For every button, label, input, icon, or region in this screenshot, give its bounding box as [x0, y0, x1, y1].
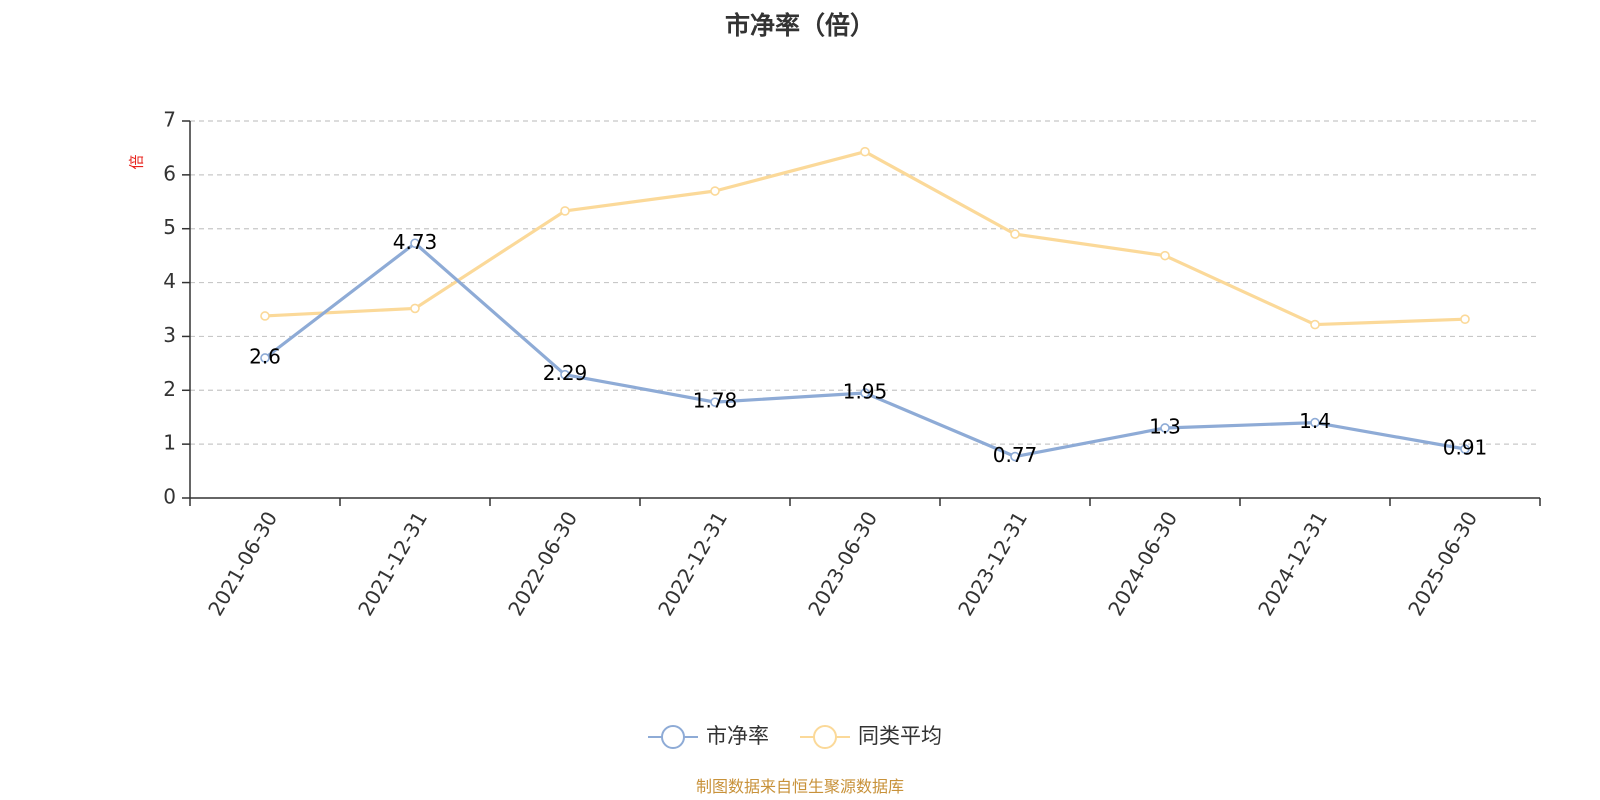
- data-label: 2.29: [543, 361, 588, 385]
- data-label: 1.3: [1149, 414, 1181, 438]
- x-tick-label: 2023-12-31: [953, 507, 1032, 620]
- data-label: 1.78: [693, 389, 738, 413]
- x-tick-label: 2021-12-31: [353, 507, 432, 620]
- chart-title: 市净率（倍）: [725, 11, 875, 40]
- legend: 市净率 同类平均: [648, 724, 942, 749]
- data-point: [260, 311, 270, 321]
- y-tick-label: 0: [163, 485, 176, 509]
- y-tick-label: 7: [163, 108, 176, 132]
- data-label: 4.73: [393, 230, 438, 254]
- data-label: 1.4: [1299, 409, 1331, 433]
- series-line: [264, 150, 1466, 327]
- x-tick-label: 2023-06-30: [803, 507, 882, 620]
- data-labels: 2.6 4.73 2.29 1.78 1.95 0.77 1.3 1.4 0.91: [249, 230, 1487, 467]
- source-note: 制图数据来自恒生聚源数据库: [696, 777, 904, 796]
- data-point: [1010, 229, 1020, 239]
- y-tick-label: 5: [163, 215, 176, 239]
- data-point: [560, 369, 570, 380]
- legend-marker: [661, 725, 685, 749]
- legend-item: 同类平均: [800, 724, 942, 749]
- gridlines: [190, 120, 1540, 445]
- data-point: [1460, 444, 1470, 454]
- x-tick-label: 2022-06-30: [503, 507, 582, 620]
- data-label: 1.95: [843, 379, 888, 403]
- data-point: [1310, 417, 1320, 428]
- x-tick-label: 2022-12-31: [653, 507, 732, 620]
- y-tick-label: 6: [163, 161, 176, 185]
- legend-marker: [813, 725, 837, 749]
- series-line: [264, 241, 1466, 459]
- x-tick-label: 2024-12-31: [1253, 507, 1332, 620]
- data-point: [410, 303, 420, 314]
- data-label: 0.77: [993, 443, 1038, 467]
- y-tick-label: 1: [163, 431, 176, 455]
- x-tick-label: 2021-06-30: [203, 507, 282, 620]
- data-point: [260, 353, 270, 363]
- data-point: [710, 397, 720, 407]
- y-axis-label: 倍: [128, 154, 146, 169]
- data-point: [1160, 423, 1170, 433]
- axes: 0 1 2 3 4 5 6 7 2021-06-30 2021-12-31 2022-06-30 20…: [163, 108, 1541, 620]
- x-tick-label: 2024-06-30: [1103, 507, 1182, 620]
- data-point: [1310, 319, 1320, 330]
- data-point: [710, 186, 720, 196]
- y-tick-label: 3: [163, 323, 176, 347]
- data-point: [860, 146, 870, 157]
- data-point: [1010, 451, 1020, 462]
- data-point: [410, 238, 420, 249]
- y-tick-label: 4: [163, 269, 176, 293]
- legend-item: 市净率: [648, 724, 769, 749]
- x-tick-label: 2025-06-30: [1403, 507, 1482, 620]
- data-point: [1460, 314, 1470, 324]
- data-label: 2.6: [249, 344, 281, 368]
- data-label: 0.91: [1443, 435, 1488, 459]
- data-point: [1160, 250, 1170, 261]
- y-tick-label: 2: [163, 377, 176, 401]
- data-point: [860, 388, 870, 398]
- legend-label: 市净率: [706, 724, 769, 748]
- legend-label: 同类平均: [858, 724, 942, 748]
- data-point: [560, 206, 570, 216]
- series-group: [260, 146, 1470, 462]
